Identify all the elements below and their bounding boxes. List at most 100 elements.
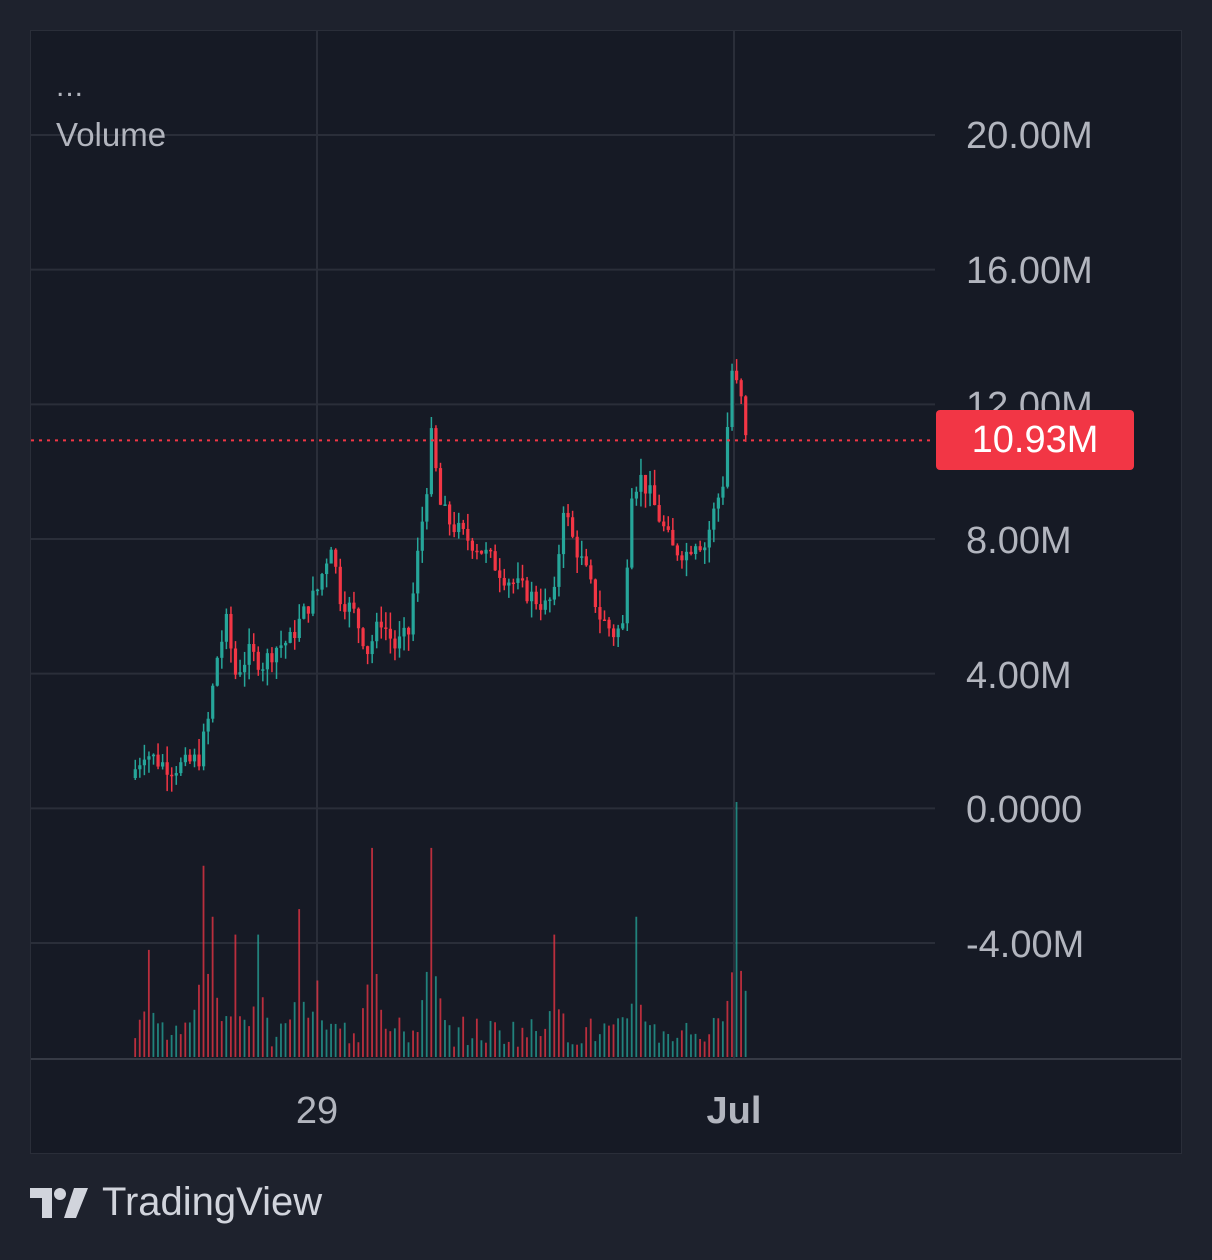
candle-body [694, 546, 698, 555]
candle-body [675, 545, 679, 556]
candle-body [302, 606, 306, 619]
volume-bar [147, 949, 150, 1057]
candle-body [397, 636, 402, 649]
volume-bar [188, 1022, 191, 1057]
candle-body [684, 551, 689, 561]
candle-body [735, 370, 739, 381]
candle-body [434, 428, 438, 469]
candle-body [593, 579, 597, 608]
candle-body [161, 762, 165, 767]
candle-body [156, 754, 160, 767]
candle-body [698, 546, 702, 551]
volume-bar [516, 1046, 519, 1057]
candle-body [206, 718, 210, 732]
candle-body [598, 607, 602, 620]
volume-bar [266, 1017, 269, 1057]
candle-body [744, 396, 748, 436]
volume-bar [357, 1042, 360, 1057]
candle-body [612, 628, 616, 638]
legend-volume-label: Volume [56, 116, 167, 153]
volume-bar [699, 1039, 701, 1057]
candle-body [224, 613, 228, 642]
candle-body [320, 574, 324, 590]
volume-bar [175, 1025, 178, 1057]
time-axis: 29 Jul [296, 1090, 762, 1132]
price-axis-label: 0.0000 [966, 789, 1082, 831]
volume-bar [735, 802, 738, 1057]
volume-bar [243, 1019, 246, 1057]
volume-bar [270, 1046, 273, 1057]
volume-bar [389, 1031, 392, 1057]
volume-bar [138, 1019, 141, 1057]
candle-body [571, 517, 575, 537]
candle-body [680, 555, 684, 561]
candle-body [457, 522, 461, 533]
volume-bar [576, 1044, 578, 1057]
chart-frame[interactable] [30, 30, 1182, 1154]
volume-bar [371, 847, 373, 1057]
candle-body [384, 627, 388, 629]
volume-bar [289, 1019, 291, 1057]
volume-bar [380, 1009, 383, 1057]
legend-menu-dots[interactable]: ... [56, 70, 85, 103]
volume-bar [157, 1023, 159, 1057]
volume-bar [152, 1012, 155, 1057]
volume-bar [280, 1023, 282, 1057]
tradingview-logo-icon [30, 1187, 88, 1218]
candle-body [548, 599, 552, 602]
candle-body [133, 769, 137, 779]
candle-body [179, 762, 183, 774]
candle-body [575, 536, 579, 558]
volume-bar [444, 1020, 446, 1057]
candle-body [621, 623, 625, 629]
candle-body [493, 551, 497, 571]
volume-bar [220, 1021, 223, 1057]
volume-bar [316, 980, 319, 1057]
candle-body [211, 685, 215, 719]
candle-body [443, 504, 447, 506]
volume-bar [325, 1029, 328, 1057]
candle-body [420, 521, 424, 551]
candle-body [188, 754, 192, 762]
volume-bar [166, 1039, 168, 1057]
candle-body [725, 427, 730, 487]
price-axis-label: 20.00M [966, 115, 1093, 157]
candle-body [666, 526, 670, 530]
volume-bar [612, 1024, 615, 1057]
volume-bar [234, 934, 237, 1057]
volume-bar [585, 1027, 588, 1057]
candle-body [147, 756, 151, 760]
candle-body [616, 628, 620, 638]
candle-body [543, 600, 547, 610]
volume-bar [498, 1030, 501, 1057]
volume-bar [416, 1032, 419, 1057]
volume-bar [626, 1018, 629, 1057]
volume-bar [339, 1028, 342, 1057]
candle-body [511, 582, 515, 585]
price-axis-label: 8.00M [966, 520, 1072, 562]
volume-bar [348, 1043, 351, 1057]
candle-body [452, 524, 456, 533]
volume-bar [721, 1021, 724, 1057]
candle-body [347, 602, 351, 612]
volume-bar [553, 934, 556, 1057]
brand[interactable]: TradingView [30, 1180, 322, 1225]
candle-body [274, 647, 279, 663]
volume-bar [225, 1016, 228, 1057]
price-series [133, 359, 748, 792]
volume-bar [284, 1023, 287, 1057]
candle-body [297, 618, 301, 639]
candle-body [470, 540, 474, 551]
volume-bar [462, 1016, 465, 1057]
candle-body [379, 621, 383, 628]
volume-bar [649, 1025, 651, 1057]
candle-body [375, 621, 379, 642]
volume-bar [211, 916, 214, 1057]
candle-body [466, 528, 470, 541]
volume-bar [343, 1022, 346, 1057]
volume-bar [184, 1022, 187, 1057]
volume-bar [407, 1042, 410, 1057]
candle-body [192, 754, 197, 762]
time-axis-label: Jul [707, 1090, 762, 1132]
